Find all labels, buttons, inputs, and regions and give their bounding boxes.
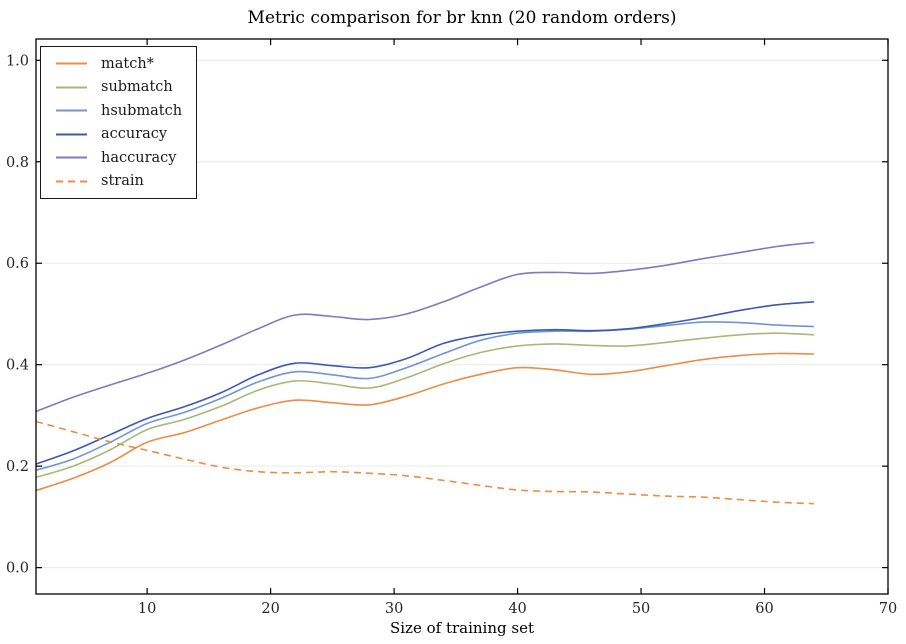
series-line-accuracy <box>35 301 814 465</box>
legend-item-submatch: submatch <box>41 76 182 100</box>
legend-label: submatch <box>101 79 173 95</box>
x-tick-label: 50 <box>632 601 650 617</box>
data-series <box>35 241 814 505</box>
legend-item-strain: strain <box>41 170 182 194</box>
legend-label: accuracy <box>101 126 168 142</box>
y-tick-label: 0.4 <box>6 358 29 374</box>
legend-line-swatch <box>56 86 87 89</box>
y-tick-label: 0.8 <box>6 155 29 171</box>
legend-item-hsubmatch: hsubmatch <box>41 99 182 123</box>
legend-item-haccuracy: haccuracy <box>41 146 182 170</box>
series-line-strain <box>35 420 814 505</box>
legend-item-accuracy: accuracy <box>41 123 182 147</box>
legend-label: match* <box>101 55 154 72</box>
axes <box>35 38 889 595</box>
series-line-haccuracy <box>35 241 814 413</box>
series-line-match <box>35 352 814 492</box>
legend-label: strain <box>101 173 144 189</box>
y-tick-label: 0.6 <box>6 256 29 272</box>
legend-line-swatch <box>56 180 87 183</box>
x-tick-label: 20 <box>261 601 279 617</box>
plot-border <box>35 38 889 595</box>
tick-labels: 10 20 30 40 50 60 70 0.0 0.2 0.4 0.6 0.8 1.0 <box>6 53 897 617</box>
series-line-submatch <box>35 332 814 479</box>
x-tick-label: 10 <box>138 601 156 617</box>
x-tick-label: 40 <box>508 601 526 617</box>
y-tick-label: 0.0 <box>6 561 29 577</box>
y-tick-label: 0.2 <box>6 459 29 475</box>
legend-line-swatch <box>56 133 87 136</box>
legend: match* submatch hsubmatch accuracy haccuracy… <box>40 46 198 199</box>
x-tick-label: 30 <box>385 601 403 617</box>
x-tick-label: 70 <box>879 601 897 617</box>
legend-item-match: match* <box>41 52 182 76</box>
legend-label: hsubmatch <box>101 102 183 119</box>
series-line-hsubmatch <box>35 321 814 471</box>
y-tick-label: 1.0 <box>6 53 29 69</box>
x-tick-label: 60 <box>755 601 773 617</box>
legend-line-swatch <box>56 156 87 159</box>
chart-title: Metric comparison for br knn (20 random … <box>248 8 677 28</box>
legend-label: haccuracy <box>101 149 177 166</box>
legend-line-swatch <box>56 62 87 65</box>
x-axis-label: Size of training set <box>390 619 534 637</box>
legend-line-swatch <box>56 109 87 112</box>
